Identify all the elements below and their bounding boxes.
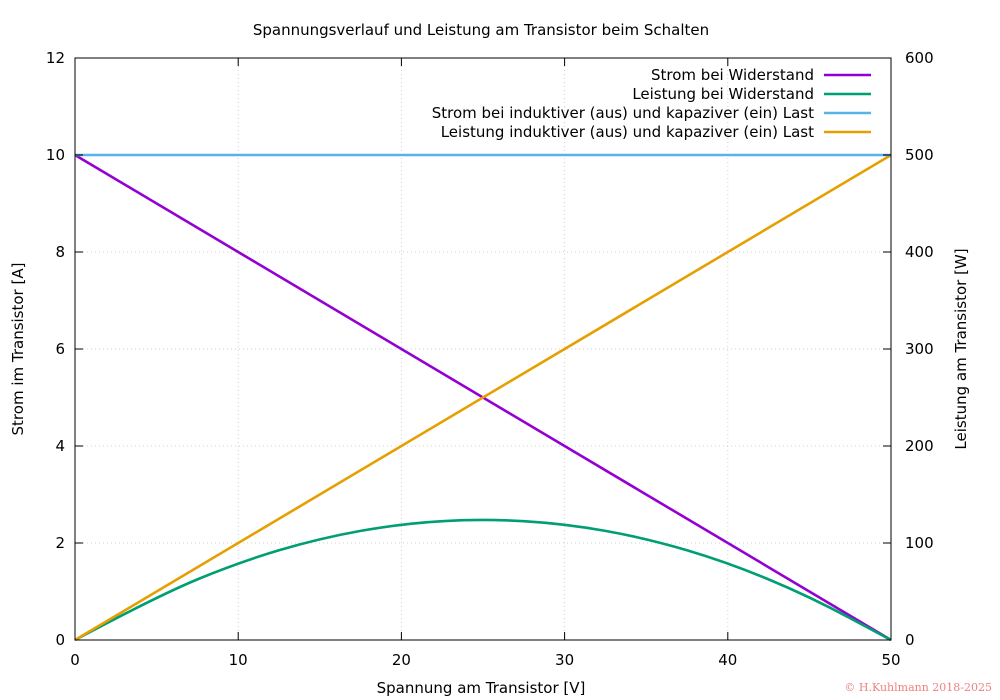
series-line-4 (74, 153, 892, 642)
y-tick-label: 8 (55, 243, 65, 261)
y2-tick-label: 100 (905, 534, 934, 552)
x-tick-label: 30 (555, 651, 574, 669)
y-axis-title: Strom im Transistor [A] (9, 263, 27, 436)
y-tick-label: 4 (55, 437, 65, 455)
legend-label: Leistung bei Widerstand (632, 85, 814, 103)
legend-label: Leistung induktiver (aus) und kapaziver … (441, 123, 814, 141)
y2-tick-label: 600 (905, 49, 934, 67)
x-tick-label: 50 (881, 651, 900, 669)
y-tick-label: 12 (46, 49, 65, 67)
copyright-text: © H.Kuhlmann 2018-2025 (844, 681, 992, 694)
y2-axis-title: Leistung am Transistor [W] (952, 248, 970, 449)
x-axis-title: Spannung am Transistor [V] (377, 679, 586, 697)
legend-label: Strom bei induktiver (aus) und kapaziver… (432, 104, 814, 122)
y2-tick-label: 500 (905, 146, 934, 164)
chart-title: Spannungsverlauf und Leistung am Transis… (253, 21, 709, 39)
x-tick-label: 10 (229, 651, 248, 669)
y2-tick-label: 0 (905, 631, 915, 649)
legend-label: Strom bei Widerstand (651, 66, 814, 84)
x-tick-label: 0 (70, 651, 80, 669)
x-tick-label: 40 (718, 651, 737, 669)
y-tick-label: 10 (46, 146, 65, 164)
grid (75, 58, 891, 640)
y-tick-label: 2 (55, 534, 65, 552)
x-tick-label: 20 (392, 651, 411, 669)
y2-tick-label: 200 (905, 437, 934, 455)
series-group (74, 153, 892, 642)
y2-tick-label: 300 (905, 340, 934, 358)
y2-tick-label: 400 (905, 243, 934, 261)
series-line-2 (74, 518, 892, 642)
y-tick-label: 0 (55, 631, 65, 649)
y-tick-label: 6 (55, 340, 65, 358)
